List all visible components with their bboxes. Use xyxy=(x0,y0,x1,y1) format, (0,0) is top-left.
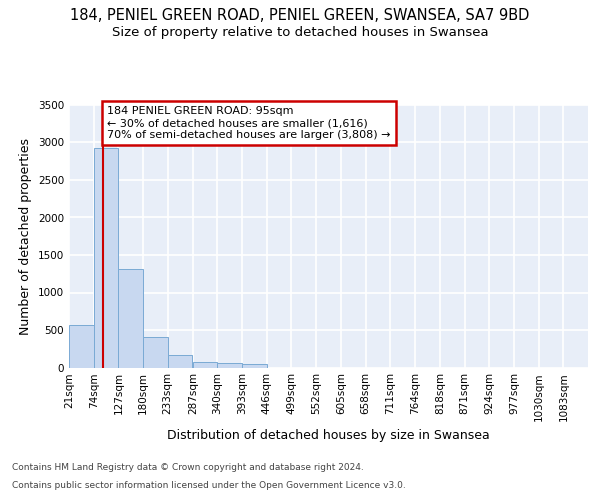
Text: 184 PENIEL GREEN ROAD: 95sqm
← 30% of detached houses are smaller (1,616)
70% of: 184 PENIEL GREEN ROAD: 95sqm ← 30% of de… xyxy=(107,106,391,140)
Bar xyxy=(94,148,118,368)
Bar xyxy=(167,355,193,368)
Bar xyxy=(69,325,94,368)
Y-axis label: Number of detached properties: Number of detached properties xyxy=(19,138,32,335)
Text: Size of property relative to detached houses in Swansea: Size of property relative to detached ho… xyxy=(112,26,488,39)
Text: 184, PENIEL GREEN ROAD, PENIEL GREEN, SWANSEA, SA7 9BD: 184, PENIEL GREEN ROAD, PENIEL GREEN, SW… xyxy=(70,8,530,22)
Bar xyxy=(118,268,143,368)
Bar xyxy=(193,362,217,368)
X-axis label: Distribution of detached houses by size in Swansea: Distribution of detached houses by size … xyxy=(167,430,490,442)
Bar xyxy=(242,364,267,368)
Text: Contains HM Land Registry data © Crown copyright and database right 2024.: Contains HM Land Registry data © Crown c… xyxy=(12,464,364,472)
Text: Contains public sector information licensed under the Open Government Licence v3: Contains public sector information licen… xyxy=(12,481,406,490)
Bar xyxy=(143,337,167,368)
Bar xyxy=(217,364,242,368)
